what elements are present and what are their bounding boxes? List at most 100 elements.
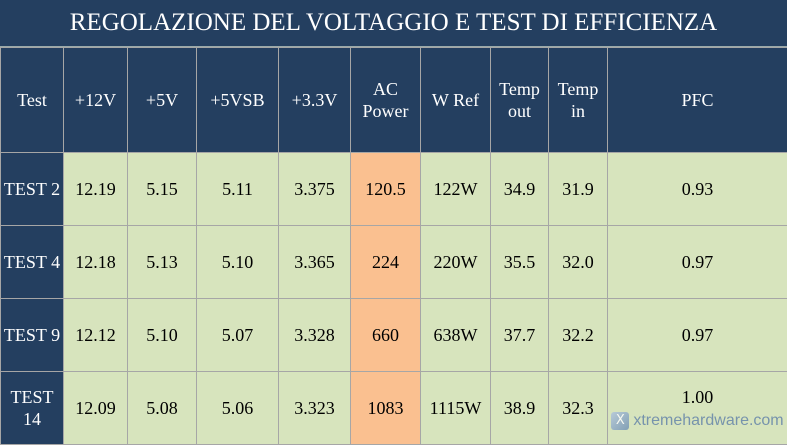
row-label: TEST 9 [1, 299, 64, 372]
cell-value: 0.97 [608, 251, 787, 273]
table-cell: 3.328 [279, 299, 351, 372]
table-cell: 5.08 [128, 372, 197, 445]
cell-value: 660 [351, 324, 420, 346]
cell-value: 12.09 [64, 397, 127, 419]
table-cell: 35.5 [491, 226, 549, 299]
cell-value: TEST 14 [1, 386, 63, 430]
table-cell: 5.15 [128, 153, 197, 226]
cell-value: 31.9 [549, 178, 607, 200]
cell-value: 32.2 [549, 324, 607, 346]
cell-value: 5.15 [128, 178, 196, 200]
column-header: Temp in [549, 48, 608, 153]
column-header: AC Power [351, 48, 421, 153]
table-cell: 12.19 [64, 153, 128, 226]
column-header: Test [1, 48, 64, 153]
table-cell: 0.97 [608, 226, 787, 299]
row-label: TEST 4 [1, 226, 64, 299]
cell-value: 5.13 [128, 251, 196, 273]
cell-value: 37.7 [491, 324, 548, 346]
table-cell: 660 [351, 299, 421, 372]
table-cell: 5.10 [128, 299, 197, 372]
table-cell: 224 [351, 226, 421, 299]
table-cell: 5.10 [197, 226, 279, 299]
cell-value: 5.07 [197, 324, 278, 346]
column-header: Temp out [491, 48, 549, 153]
cell-value: 5.11 [197, 178, 278, 200]
cell-value: 120.5 [351, 178, 420, 200]
cell-value: 3.323 [279, 397, 350, 419]
cell-value: 5.08 [128, 397, 196, 419]
table-cell: 5.07 [197, 299, 279, 372]
cell-value: 12.18 [64, 251, 127, 273]
table-cell: 3.375 [279, 153, 351, 226]
row-label: TEST 2 [1, 153, 64, 226]
cell-value: 3.328 [279, 324, 350, 346]
table-cell: 1115W [421, 372, 491, 445]
table-cell: 0.97 [608, 299, 787, 372]
cell-value: 5.10 [197, 251, 278, 273]
cell-value: 220W [421, 251, 490, 273]
cell-value: TEST 4 [1, 251, 63, 273]
cell-value: 38.9 [491, 397, 548, 419]
cell-value: 5.06 [197, 397, 278, 419]
cell-value: 34.9 [491, 178, 548, 200]
table-cell: 638W [421, 299, 491, 372]
table-cell: 5.11 [197, 153, 279, 226]
cell-value: 35.5 [491, 251, 548, 273]
table-title: REGOLAZIONE DEL VOLTAGGIO E TEST DI EFFI… [0, 0, 787, 47]
column-header: +12V [64, 48, 128, 153]
cell-value: 12.19 [64, 178, 127, 200]
cell-value: 5.10 [128, 324, 196, 346]
table-cell: 3.365 [279, 226, 351, 299]
table-cell: 5.06 [197, 372, 279, 445]
watermark-text: xtremehardware.com [633, 412, 783, 430]
table-cell: 31.9 [549, 153, 608, 226]
column-header: W Ref [421, 48, 491, 153]
cell-value: 0.93 [608, 178, 787, 200]
table-cell: 120.5 [351, 153, 421, 226]
table-cell: 220W [421, 226, 491, 299]
cell-value: 32.0 [549, 251, 607, 273]
cell-value: 224 [351, 251, 420, 273]
cell-value: 122W [421, 178, 490, 200]
table-cell: 12.12 [64, 299, 128, 372]
cell-value: TEST 9 [1, 324, 63, 346]
table-cell: 0.93 [608, 153, 787, 226]
cell-value: TEST 2 [1, 178, 63, 200]
cell-value: 1115W [421, 397, 490, 419]
row-label: TEST 14 [1, 372, 64, 445]
column-header: PFC [608, 48, 787, 153]
table-cell: 3.323 [279, 372, 351, 445]
cell-value: 3.365 [279, 251, 350, 273]
cell-value: 638W [421, 324, 490, 346]
table-cell: 32.2 [549, 299, 608, 372]
column-header: +5VSB [197, 48, 279, 153]
cell-value: 3.375 [279, 178, 350, 200]
xtremehardware-logo-icon: X [611, 412, 629, 430]
table-cell: 12.18 [64, 226, 128, 299]
cell-value: 0.97 [608, 324, 787, 346]
table-cell: 5.13 [128, 226, 197, 299]
cell-value: 32.3 [549, 397, 607, 419]
column-header: +5V [128, 48, 197, 153]
table-cell: 122W [421, 153, 491, 226]
table-cell: 37.7 [491, 299, 549, 372]
cell-value: 12.12 [64, 324, 127, 346]
table-cell: 12.09 [64, 372, 128, 445]
cell-value: 1.00 [608, 386, 787, 408]
table-cell: 34.9 [491, 153, 549, 226]
table-cell: 32.3 [549, 372, 608, 445]
cell-value: 1083 [351, 397, 420, 419]
table-cell: 32.0 [549, 226, 608, 299]
table-cell: 1083 [351, 372, 421, 445]
column-header: +3.3V [279, 48, 351, 153]
table-cell: 38.9 [491, 372, 549, 445]
